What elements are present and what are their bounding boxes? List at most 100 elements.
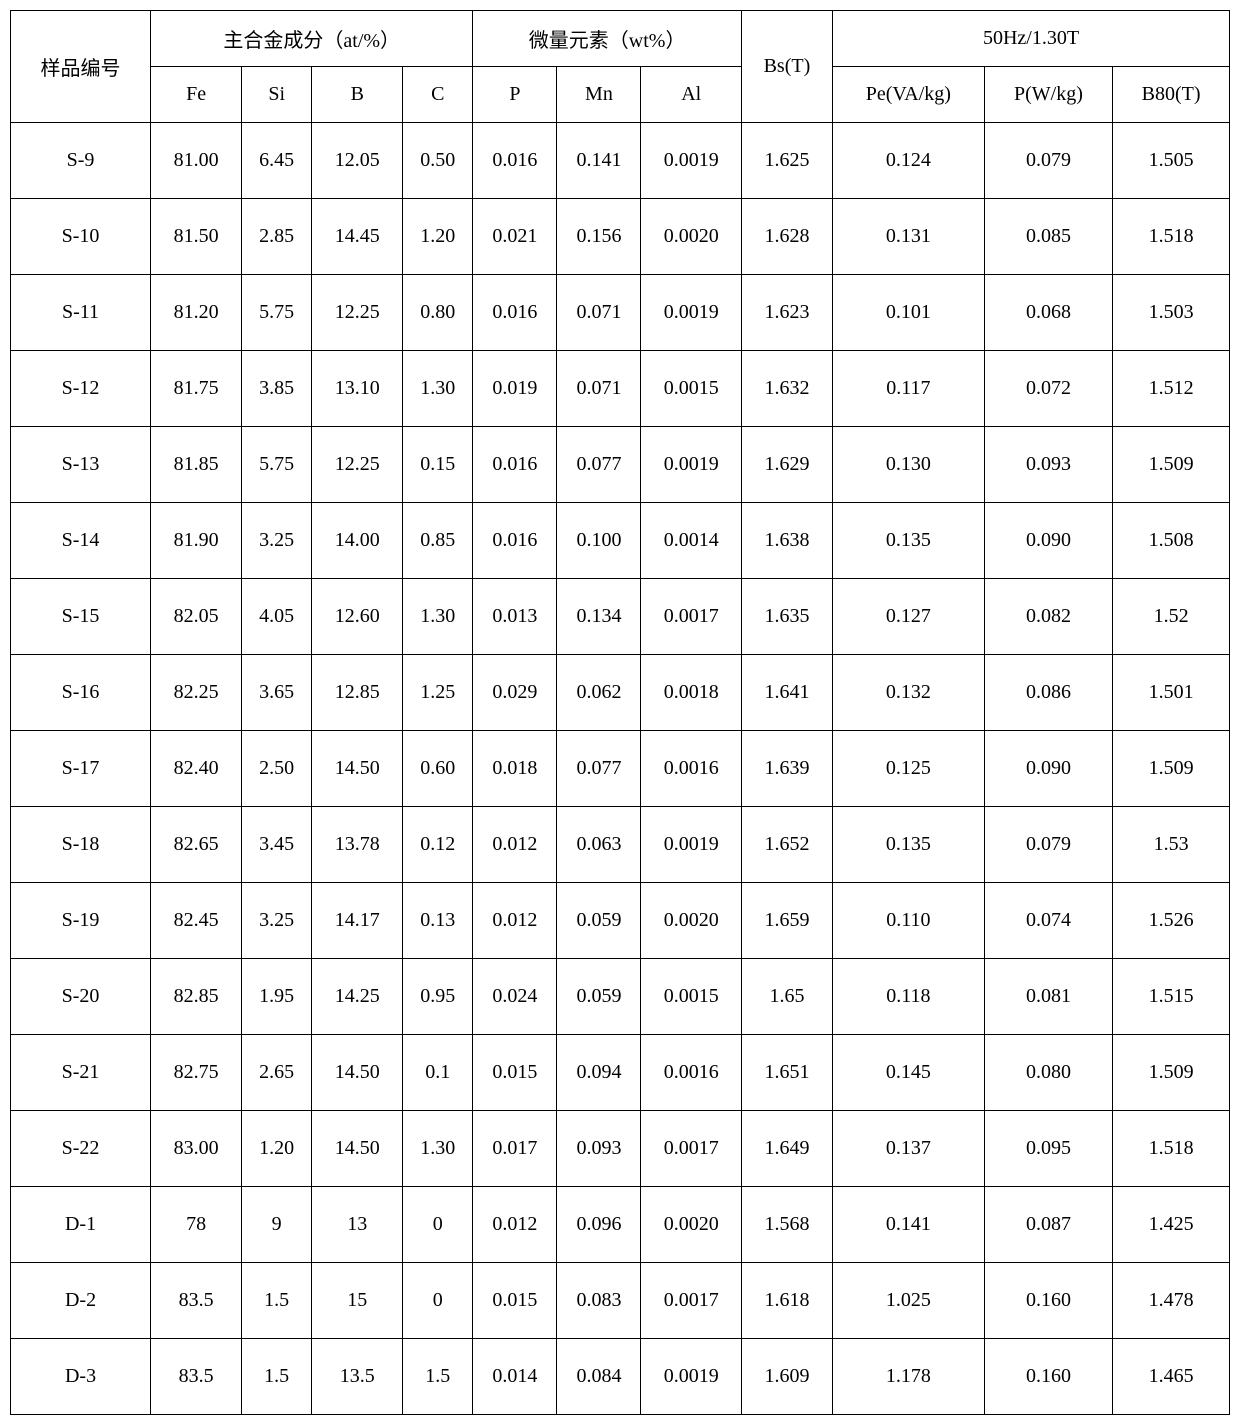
table-row: S-1982.453.2514.170.130.0120.0590.00201.… xyxy=(11,883,1230,959)
cell-pe: 0.124 xyxy=(832,123,984,199)
cell-bs: 1.628 xyxy=(741,199,832,275)
cell-fe: 82.45 xyxy=(151,883,242,959)
cell-b80: 1.53 xyxy=(1113,807,1230,883)
cell-al: 0.0020 xyxy=(641,1187,741,1263)
cell-al: 0.0016 xyxy=(641,1035,741,1111)
header-main-alloy: 主合金成分（at/%） xyxy=(151,11,473,67)
cell-mn: 0.094 xyxy=(557,1035,641,1111)
cell-si: 3.65 xyxy=(242,655,312,731)
cell-al: 0.0017 xyxy=(641,1111,741,1187)
cell-p: 0.012 xyxy=(473,807,557,883)
cell-c: 0.50 xyxy=(403,123,473,199)
cell-b: 14.45 xyxy=(312,199,403,275)
cell-bs: 1.639 xyxy=(741,731,832,807)
cell-bs: 1.659 xyxy=(741,883,832,959)
cell-b80: 1.478 xyxy=(1113,1263,1230,1339)
cell-pe: 0.110 xyxy=(832,883,984,959)
cell-id: S-13 xyxy=(11,427,151,503)
cell-p: 0.029 xyxy=(473,655,557,731)
cell-fe: 82.65 xyxy=(151,807,242,883)
cell-b: 12.25 xyxy=(312,427,403,503)
cell-al: 0.0019 xyxy=(641,275,741,351)
cell-c: 0.1 xyxy=(403,1035,473,1111)
cell-mn: 0.077 xyxy=(557,427,641,503)
cell-b80: 1.508 xyxy=(1113,503,1230,579)
cell-id: S-11 xyxy=(11,275,151,351)
header-pw: P(W/kg) xyxy=(984,67,1112,123)
cell-p: 0.012 xyxy=(473,1187,557,1263)
cell-b: 14.00 xyxy=(312,503,403,579)
header-freq: 50Hz/1.30T xyxy=(832,11,1229,67)
cell-al: 0.0020 xyxy=(641,883,741,959)
table-row: S-1081.502.8514.451.200.0210.1560.00201.… xyxy=(11,199,1230,275)
header-b80: B80(T) xyxy=(1113,67,1230,123)
cell-c: 0.15 xyxy=(403,427,473,503)
cell-b: 14.17 xyxy=(312,883,403,959)
cell-fe: 83.5 xyxy=(151,1263,242,1339)
cell-pe: 0.117 xyxy=(832,351,984,427)
cell-pw: 0.079 xyxy=(984,123,1112,199)
cell-fe: 81.20 xyxy=(151,275,242,351)
cell-pe: 1.025 xyxy=(832,1263,984,1339)
cell-bs: 1.651 xyxy=(741,1035,832,1111)
cell-fe: 83.5 xyxy=(151,1339,242,1415)
cell-b: 13.10 xyxy=(312,351,403,427)
cell-mn: 0.062 xyxy=(557,655,641,731)
cell-fe: 78 xyxy=(151,1187,242,1263)
cell-c: 0.80 xyxy=(403,275,473,351)
cell-pe: 0.131 xyxy=(832,199,984,275)
cell-b80: 1.518 xyxy=(1113,199,1230,275)
cell-p: 0.016 xyxy=(473,427,557,503)
cell-pw: 0.090 xyxy=(984,731,1112,807)
cell-bs: 1.629 xyxy=(741,427,832,503)
cell-b: 15 xyxy=(312,1263,403,1339)
cell-al: 0.0017 xyxy=(641,1263,741,1339)
cell-fe: 82.05 xyxy=(151,579,242,655)
cell-pw: 0.080 xyxy=(984,1035,1112,1111)
table-row: D-383.51.513.51.50.0140.0840.00191.6091.… xyxy=(11,1339,1230,1415)
cell-bs: 1.625 xyxy=(741,123,832,199)
header-mn: Mn xyxy=(557,67,641,123)
cell-id: S-17 xyxy=(11,731,151,807)
cell-b: 12.85 xyxy=(312,655,403,731)
cell-c: 0 xyxy=(403,1187,473,1263)
cell-fe: 81.85 xyxy=(151,427,242,503)
cell-pe: 0.118 xyxy=(832,959,984,1035)
header-trace-elements: 微量元素（wt%） xyxy=(473,11,742,67)
cell-c: 1.30 xyxy=(403,351,473,427)
cell-pe: 0.125 xyxy=(832,731,984,807)
table-row: S-2082.851.9514.250.950.0240.0590.00151.… xyxy=(11,959,1230,1035)
cell-mn: 0.059 xyxy=(557,883,641,959)
table-row: S-981.006.4512.050.500.0160.1410.00191.6… xyxy=(11,123,1230,199)
cell-bs: 1.641 xyxy=(741,655,832,731)
cell-fe: 82.85 xyxy=(151,959,242,1035)
cell-mn: 0.059 xyxy=(557,959,641,1035)
cell-pw: 0.082 xyxy=(984,579,1112,655)
cell-mn: 0.063 xyxy=(557,807,641,883)
cell-pe: 0.127 xyxy=(832,579,984,655)
cell-pw: 0.095 xyxy=(984,1111,1112,1187)
cell-id: S-18 xyxy=(11,807,151,883)
cell-mn: 0.084 xyxy=(557,1339,641,1415)
cell-al: 0.0019 xyxy=(641,123,741,199)
cell-p: 0.016 xyxy=(473,123,557,199)
cell-al: 0.0015 xyxy=(641,351,741,427)
cell-bs: 1.609 xyxy=(741,1339,832,1415)
cell-id: S-9 xyxy=(11,123,151,199)
cell-c: 0.85 xyxy=(403,503,473,579)
cell-id: S-15 xyxy=(11,579,151,655)
cell-b80: 1.52 xyxy=(1113,579,1230,655)
cell-si: 5.75 xyxy=(242,275,312,351)
cell-pw: 0.087 xyxy=(984,1187,1112,1263)
cell-p: 0.014 xyxy=(473,1339,557,1415)
cell-bs: 1.638 xyxy=(741,503,832,579)
cell-id: S-22 xyxy=(11,1111,151,1187)
cell-mn: 0.093 xyxy=(557,1111,641,1187)
cell-p: 0.018 xyxy=(473,731,557,807)
cell-al: 0.0020 xyxy=(641,199,741,275)
cell-pw: 0.068 xyxy=(984,275,1112,351)
cell-id: S-14 xyxy=(11,503,151,579)
cell-b80: 1.515 xyxy=(1113,959,1230,1035)
cell-al: 0.0016 xyxy=(641,731,741,807)
cell-mn: 0.083 xyxy=(557,1263,641,1339)
